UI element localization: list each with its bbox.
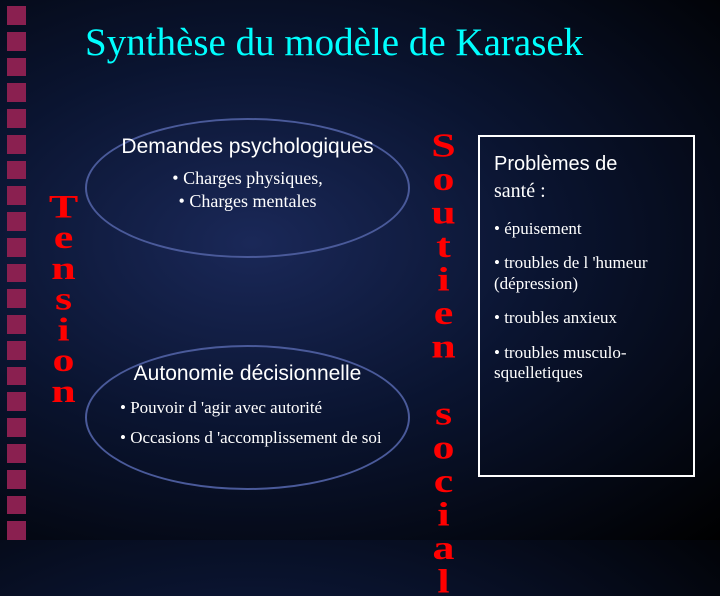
bottom-bullet-2: • Occasions d 'accomplissement de soi: [120, 428, 400, 448]
box-item-1: • épuisement: [494, 219, 679, 239]
top-ellipse-sub2: • Charges mentales: [85, 190, 410, 213]
problems-box: Problèmes de santé : • épuisement • trou…: [478, 135, 695, 477]
bottom-ellipse-content: Autonomie décisionnelle • Pouvoir d 'agi…: [95, 362, 400, 457]
box-item-2: • troubles de l 'humeur (dépression): [494, 253, 679, 294]
box-title-line2: santé :: [494, 180, 679, 203]
bottom-bullet-1: • Pouvoir d 'agir avec autorité: [120, 398, 400, 418]
box-item-4: • troubles musculo-squelletiques: [494, 343, 679, 384]
box-title-line1: Problèmes de: [494, 153, 679, 176]
box-item-3: • troubles anxieux: [494, 308, 679, 328]
top-ellipse-title: Demandes psychologiques: [85, 135, 410, 159]
top-ellipse-sub1: • Charges physiques,: [85, 167, 410, 190]
bottom-ellipse-title: Autonomie décisionnelle: [95, 362, 400, 386]
slide-title: Synthèse du modèle de Karasek: [85, 20, 583, 65]
vertical-text-soutien: Soutien social: [418, 126, 469, 596]
vertical-text-tension: Tension: [38, 188, 89, 403]
left-decoration-squares: [0, 0, 34, 540]
top-ellipse-content: Demandes psychologiques • Charges physiq…: [85, 135, 410, 212]
